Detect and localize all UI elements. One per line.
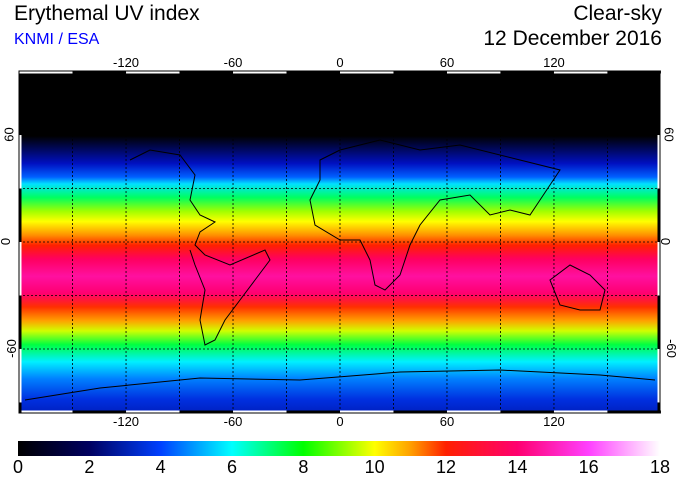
colorbar-tick-label: 18 <box>649 457 671 477</box>
colorbar-tick-label: 2 <box>84 457 95 477</box>
lon-tick-label-top: -60 <box>223 55 243 70</box>
colorbar-tick-label: 10 <box>364 457 385 477</box>
lon-tick-label-bottom: 120 <box>543 414 565 429</box>
colorbar-tick-label: 8 <box>298 457 309 477</box>
colorbar-tick-label: 12 <box>435 457 457 477</box>
lon-tick-label-top: 60 <box>439 55 455 70</box>
graticule <box>19 71 660 413</box>
lat-tick-label-left: 60 <box>1 127 17 142</box>
lon-tick-label-top: 120 <box>543 55 565 70</box>
lon-tick-label-top: -120 <box>113 55 140 70</box>
colorbar-tick-label: 16 <box>578 457 599 477</box>
colorbar-tick-label: 14 <box>507 457 528 477</box>
colorbar-tick-label: 4 <box>155 457 166 477</box>
lat-tick-label-right: -60 <box>663 339 678 358</box>
source-label: KNMI / ESA <box>14 31 100 48</box>
colorbar <box>18 441 660 456</box>
lon-tick-label-bottom: 0 <box>336 414 344 429</box>
lon-tick-label-bottom: -120 <box>113 414 140 429</box>
colorbar-tick-label: 6 <box>226 457 238 477</box>
date-label: 12 December 2016 <box>483 27 662 50</box>
sky-mode-label: Clear-sky <box>573 2 662 25</box>
frame-border <box>18 70 661 414</box>
lat-tick-label-left: -60 <box>3 339 19 358</box>
lon-tick-label-bottom: 60 <box>439 414 455 429</box>
lat-tick-label-left: 0 <box>0 238 13 245</box>
chart-title: Erythemal UV index <box>14 2 200 25</box>
lon-tick-label-top: 0 <box>336 55 344 70</box>
lat-tick-label-right: 0 <box>658 237 674 246</box>
map-frame <box>18 70 661 414</box>
colorbar-tick-label: 0 <box>12 457 24 477</box>
lat-tick-label-right: 60 <box>661 127 677 142</box>
lon-tick-label-bottom: -60 <box>223 414 243 429</box>
